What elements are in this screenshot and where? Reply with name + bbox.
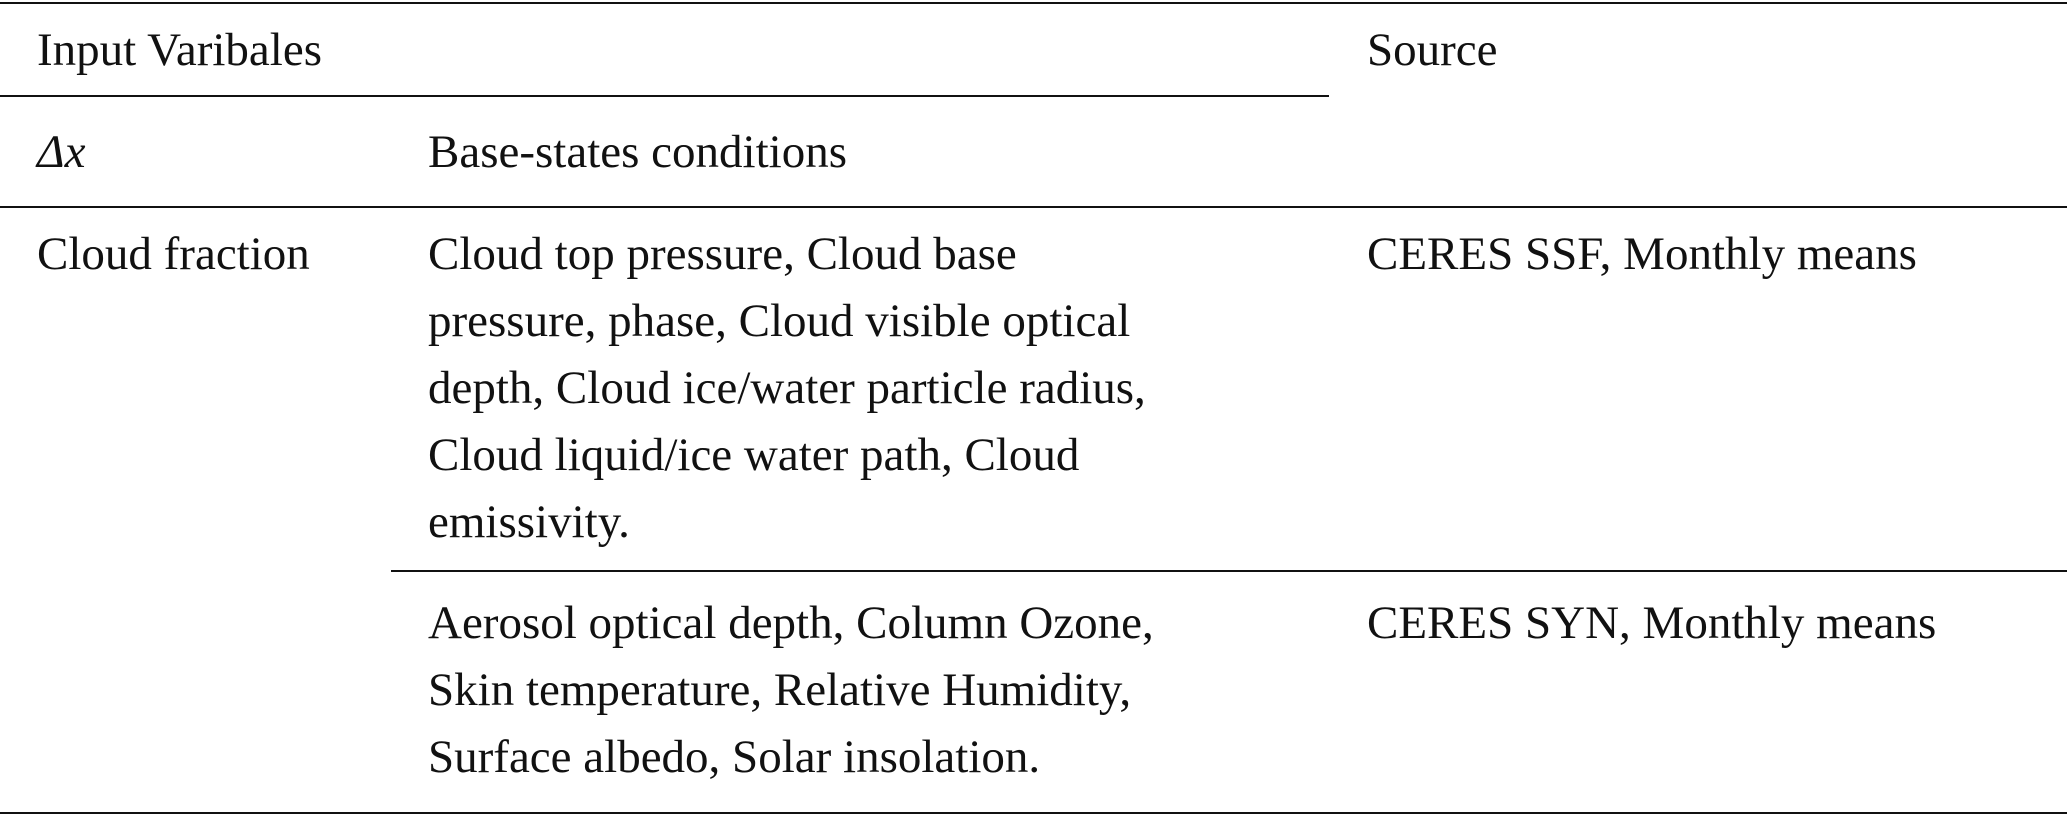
mid-rule xyxy=(0,206,2067,208)
conditions-line: Skin temperature, Relative Humidity, xyxy=(428,664,1132,716)
source-cell: CERES SYN, Monthly means xyxy=(1367,597,1937,649)
bottom-rule xyxy=(0,812,2067,814)
conditions-line: depth, Cloud ice/water particle radius, xyxy=(428,362,1146,414)
conditions-line: Surface albedo, Solar insolation. xyxy=(428,731,1041,783)
conditions-line: Cloud liquid/ice water path, Cloud xyxy=(428,429,1080,481)
variable-cell: Cloud fraction xyxy=(37,228,310,280)
source-cell: CERES SSF, Monthly means xyxy=(1367,228,1917,280)
row-rule xyxy=(391,570,2067,572)
conditions-line: emissivity. xyxy=(428,496,630,548)
conditions-line: Cloud top pressure, Cloud base xyxy=(428,228,1017,280)
conditions-line: pressure, phase, Cloud visible optical xyxy=(428,295,1131,347)
header-cell: Source xyxy=(1367,24,1498,76)
header-cell: Input Varibales xyxy=(37,24,322,76)
conditions-line: Aerosol optical depth, Column Ozone, xyxy=(428,597,1154,649)
top-rule xyxy=(0,2,2067,4)
header-rule xyxy=(0,95,1329,97)
subheader-cell: Base-states conditions xyxy=(428,126,848,178)
subheader-cell: Δx xyxy=(37,126,86,178)
